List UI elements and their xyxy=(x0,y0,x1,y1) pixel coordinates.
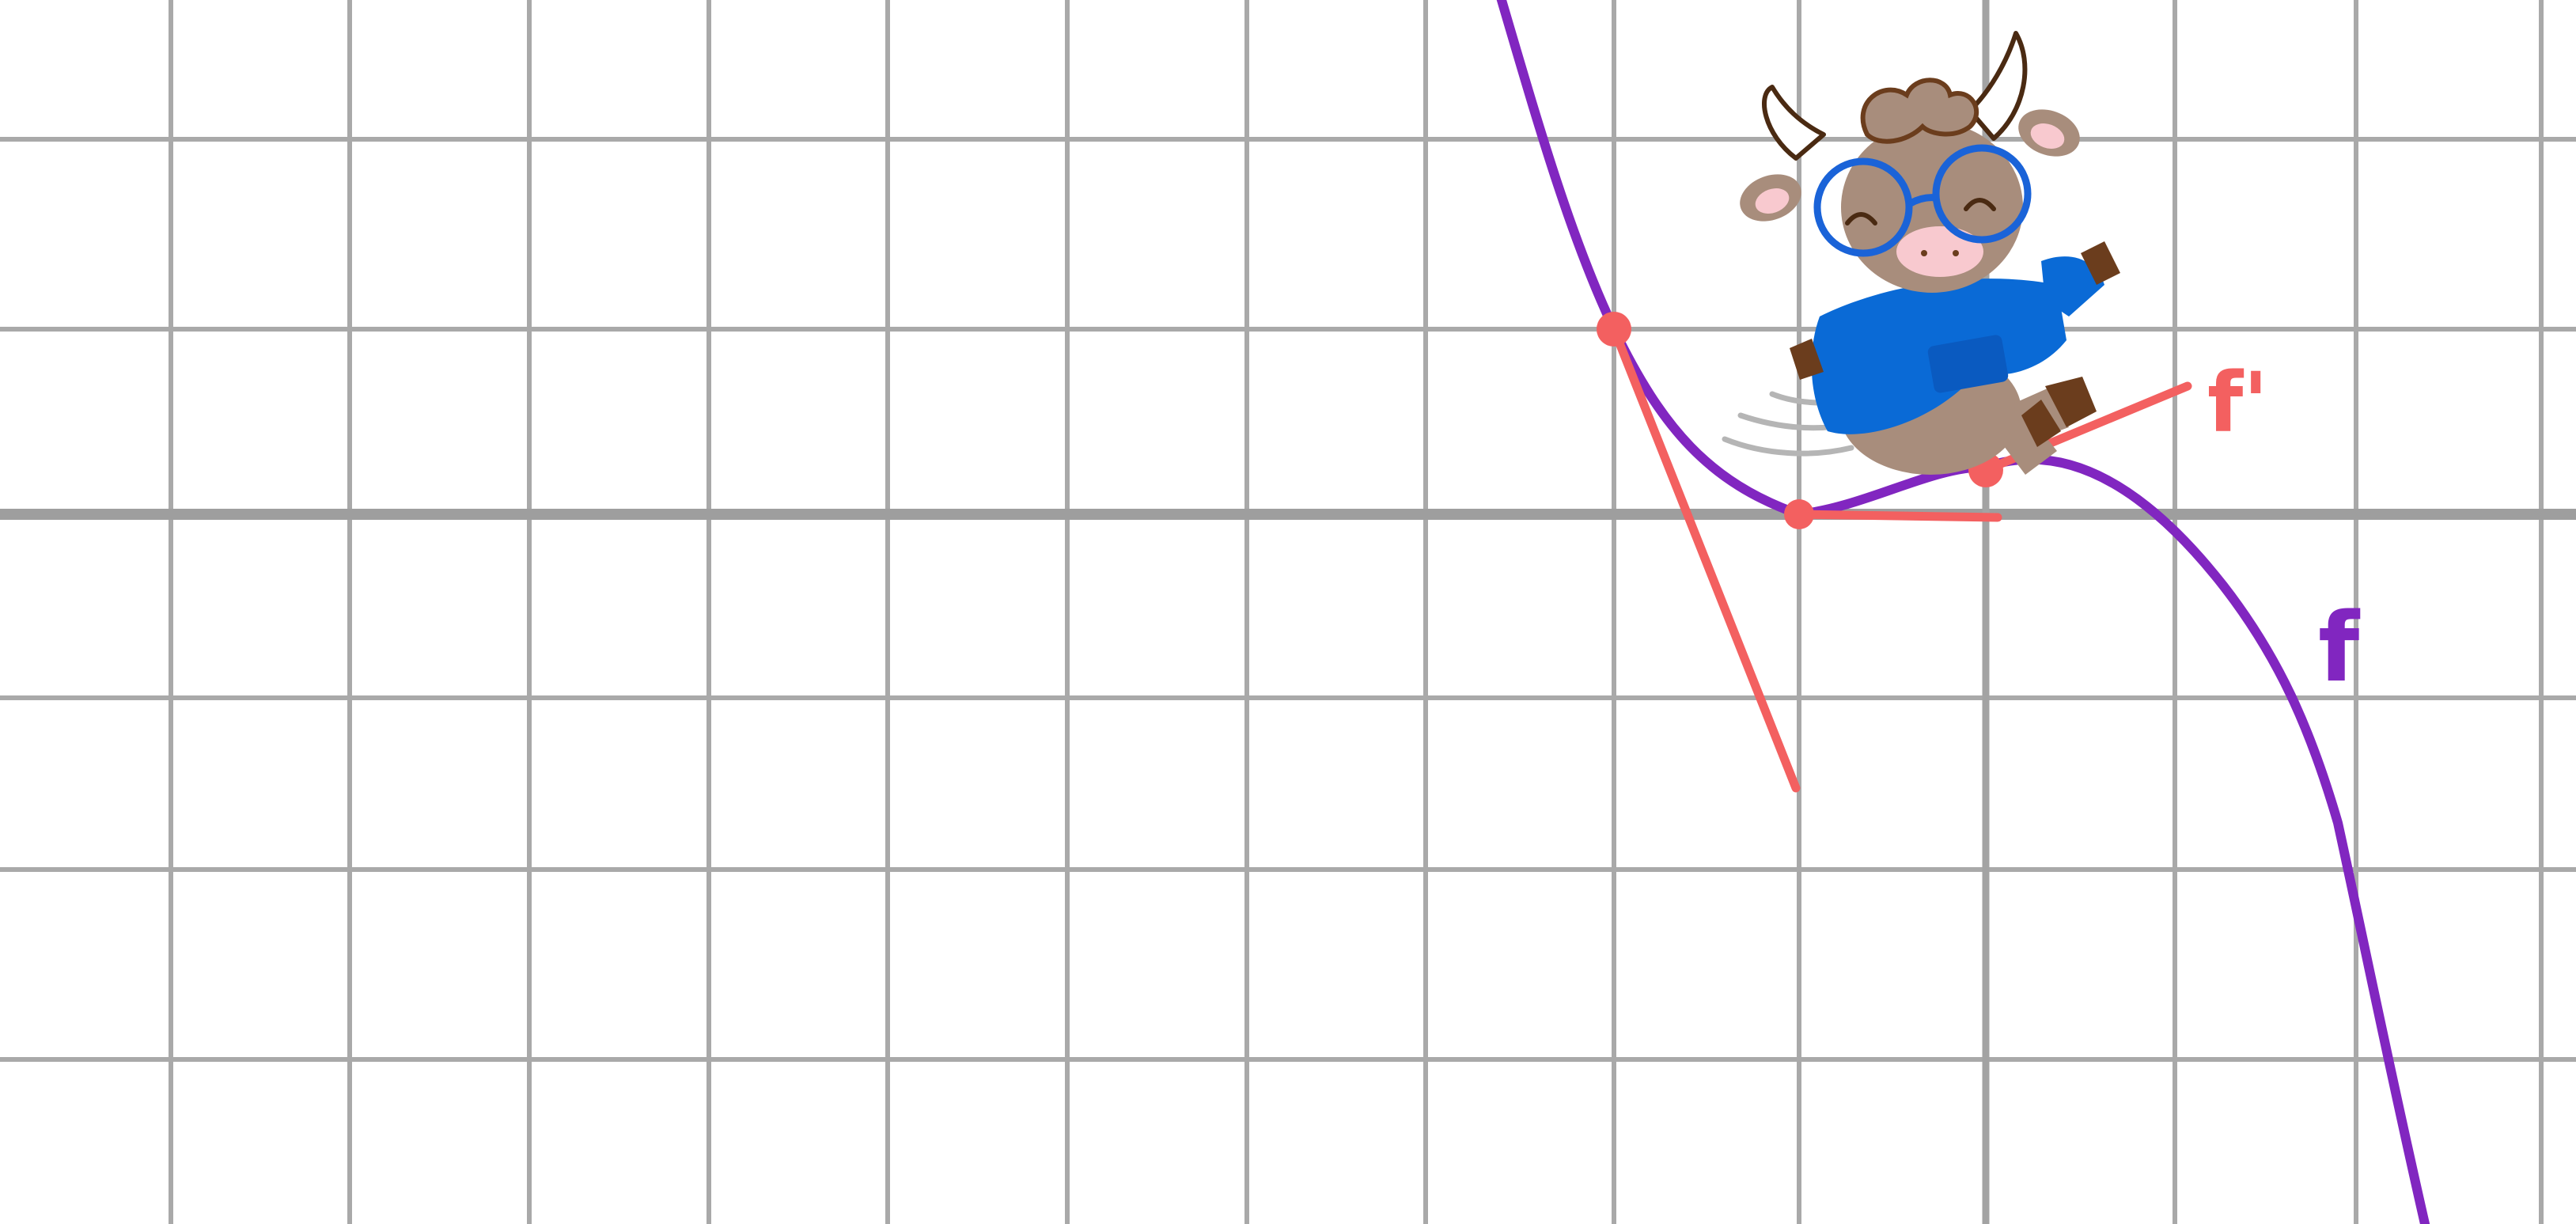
derivative-label: f' xyxy=(2207,354,2268,451)
cow-hair xyxy=(1860,78,1979,144)
hoof-back xyxy=(2045,377,2097,427)
ear-left-inner xyxy=(1755,188,1790,214)
glasses-icon xyxy=(1813,144,2032,257)
curve-label: f xyxy=(2318,593,2361,703)
tangent-point xyxy=(1597,312,1631,347)
cow-snout xyxy=(1896,226,1983,277)
horn-icon xyxy=(1762,31,2028,161)
grid-horizontal-lines xyxy=(0,137,2576,1062)
tangent-arrow-steep xyxy=(1609,324,1801,793)
nostril xyxy=(1921,250,1927,256)
tangent-point xyxy=(1784,499,1814,529)
eyes xyxy=(1845,198,1996,225)
hand-hoof xyxy=(2081,241,2120,285)
leg-front xyxy=(2002,411,2057,475)
shirt-patch xyxy=(1927,335,2009,393)
arm-hoof xyxy=(1790,339,1824,380)
nostril xyxy=(1953,250,1959,256)
tangent-arrow-flat xyxy=(1794,510,2002,522)
hoof-front xyxy=(2021,400,2061,447)
shirt-sleeve xyxy=(2041,256,2104,316)
ear-right-inner xyxy=(2030,123,2065,149)
cow-character-icon xyxy=(1722,31,2120,475)
